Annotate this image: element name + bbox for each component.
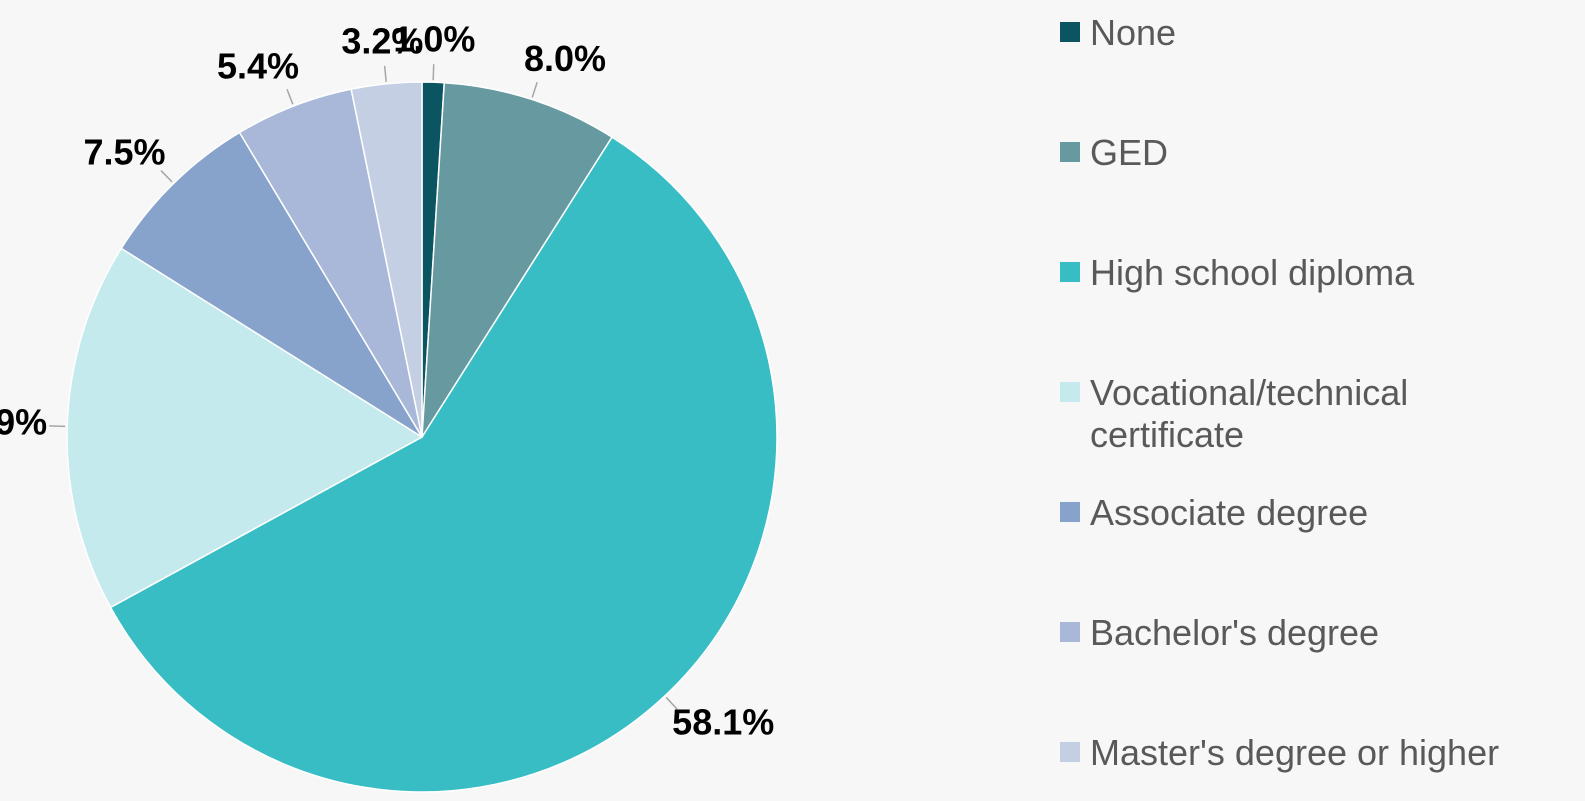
legend-item: Vocational/technical certificate (1060, 372, 1510, 456)
legend-swatch (1060, 502, 1080, 522)
legend-item: Bachelor's degree (1060, 612, 1510, 654)
pie-slice (350, 81, 423, 438)
legend-swatch (1060, 22, 1080, 42)
data-label: 7.5% (83, 131, 165, 172)
leader-line (531, 81, 538, 98)
legend-label: GED (1090, 132, 1169, 173)
legend-swatch (1060, 382, 1080, 402)
leader-line (286, 89, 294, 105)
legend-swatch (1060, 262, 1080, 282)
data-label: 16.9% (0, 402, 47, 443)
legend-label: Bachelor's degree (1090, 612, 1380, 653)
pie-slice (66, 247, 424, 609)
data-label: 8.0% (524, 38, 606, 79)
legend-item: Associate degree (1060, 492, 1510, 534)
pie-slice (120, 131, 423, 438)
leader-line (665, 696, 678, 710)
legend-label: Master's degree or higher (1090, 732, 1500, 773)
data-label: 58.1% (672, 702, 774, 743)
leader-line (383, 65, 387, 82)
data-label: 3.2% (341, 21, 423, 62)
legend-item: High school diploma (1060, 252, 1510, 294)
legend-swatch (1060, 622, 1080, 642)
pie-slice (421, 81, 614, 438)
legend-swatch (1060, 742, 1080, 762)
leader-line (432, 64, 435, 81)
legend-label: Associate degree (1090, 492, 1369, 533)
legend-label: Vocational/technical certificate (1090, 372, 1409, 455)
legend-swatch (1060, 142, 1080, 162)
legend-item: Master's degree or higher (1060, 732, 1510, 774)
legend-label: None (1090, 12, 1177, 53)
pie-slice (109, 136, 778, 793)
data-label: 1.0% (393, 19, 475, 60)
leader-line (160, 170, 173, 183)
legend-label: High school diploma (1090, 252, 1415, 293)
data-label: 5.4% (217, 45, 299, 86)
legend-item: GED (1060, 132, 1510, 174)
legend-item: None (1060, 12, 1510, 54)
pie-area: 1.0% 8.0% 58.1% 16.9% 7.5% 5.4% 3.2% (0, 19, 778, 793)
